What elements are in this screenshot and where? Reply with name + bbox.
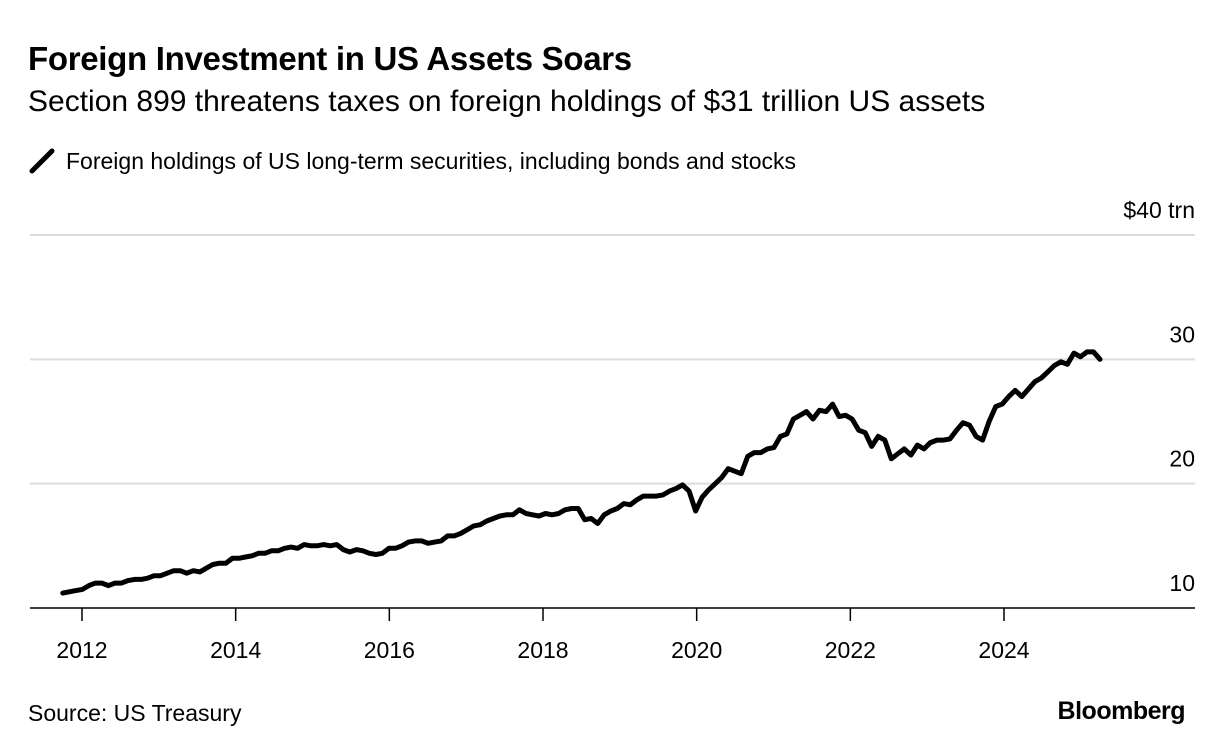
y-tick-label-40: $40 trn [1123,197,1195,223]
y-tick-label-30: 30 [1169,321,1195,347]
legend: Foreign holdings of US long-term securit… [28,147,796,175]
source-note: Source: US Treasury [28,700,242,726]
x-tick-label-2022: 2022 [825,637,876,663]
series-line-0 [60,349,1103,596]
bloomberg-logo: Bloomberg [1057,697,1186,725]
chart-subtitle: Section 899 threatens taxes on foreign h… [28,85,986,118]
x-tick-label-2024: 2024 [978,637,1029,663]
y-tick-label-10: 10 [1169,570,1195,596]
legend-label: Foreign holdings of US long-term securit… [66,147,796,174]
x-tick-label-2014: 2014 [210,637,261,663]
y-tick-label-20: 20 [1169,446,1195,472]
x-tick-label-2018: 2018 [517,637,568,663]
chart-title: Foreign Investment in US Assets Soars [28,40,632,77]
legend-line-icon [29,148,55,174]
x-tick-label-2020: 2020 [671,637,722,663]
x-tick-label-2016: 2016 [364,637,415,663]
x-tick-label-2012: 2012 [56,637,107,663]
